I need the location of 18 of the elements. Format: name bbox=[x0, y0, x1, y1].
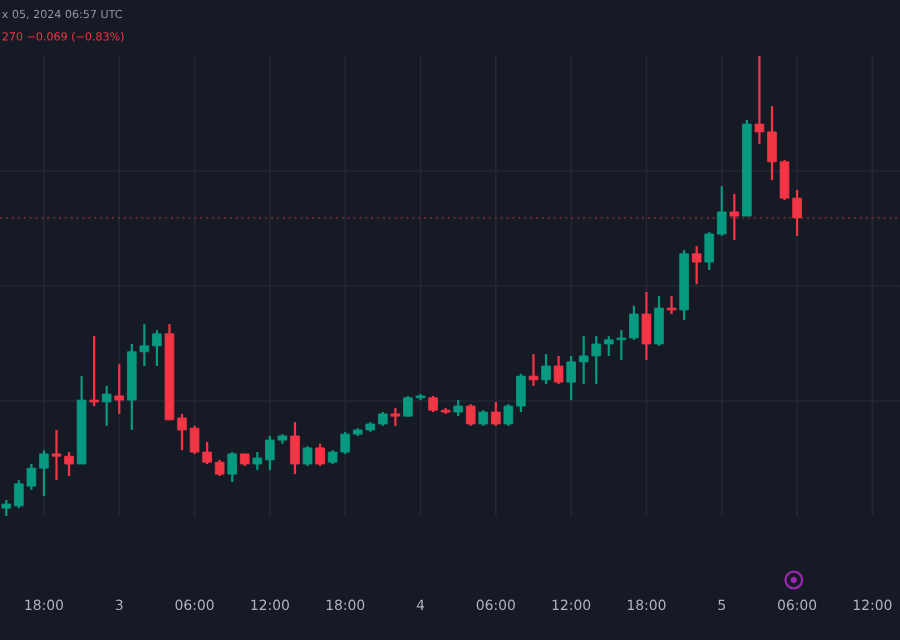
candlestick bbox=[315, 442, 325, 467]
candlestick bbox=[302, 444, 313, 467]
candlestick bbox=[114, 363, 125, 415]
candlestick bbox=[528, 352, 539, 387]
candlestick bbox=[654, 295, 664, 347]
candlestick bbox=[290, 421, 300, 476]
candlestick bbox=[553, 354, 564, 386]
candlestick bbox=[465, 403, 476, 427]
candlestick bbox=[666, 295, 677, 316]
candlestick bbox=[691, 244, 702, 286]
candlestick bbox=[729, 192, 740, 242]
candlestick bbox=[89, 335, 99, 408]
candlestick bbox=[390, 406, 401, 427]
candlestick bbox=[491, 400, 501, 427]
candlestick bbox=[227, 450, 238, 484]
candlestick bbox=[101, 384, 112, 427]
candlestick bbox=[641, 290, 652, 362]
candlestick bbox=[541, 352, 551, 386]
